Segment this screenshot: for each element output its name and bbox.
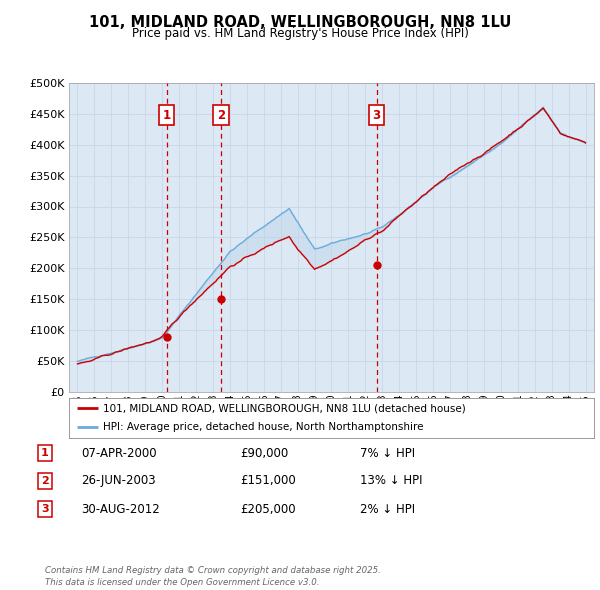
Text: £90,000: £90,000 xyxy=(240,447,288,460)
Text: 1: 1 xyxy=(163,109,171,122)
Text: 101, MIDLAND ROAD, WELLINGBOROUGH, NN8 1LU (detached house): 101, MIDLAND ROAD, WELLINGBOROUGH, NN8 1… xyxy=(103,404,466,414)
Text: 3: 3 xyxy=(373,109,380,122)
Text: 7% ↓ HPI: 7% ↓ HPI xyxy=(360,447,415,460)
Text: 2: 2 xyxy=(217,109,225,122)
Text: Price paid vs. HM Land Registry's House Price Index (HPI): Price paid vs. HM Land Registry's House … xyxy=(131,27,469,40)
Text: £151,000: £151,000 xyxy=(240,474,296,487)
Text: 101, MIDLAND ROAD, WELLINGBOROUGH, NN8 1LU: 101, MIDLAND ROAD, WELLINGBOROUGH, NN8 1… xyxy=(89,15,511,30)
Text: 13% ↓ HPI: 13% ↓ HPI xyxy=(360,474,422,487)
Text: HPI: Average price, detached house, North Northamptonshire: HPI: Average price, detached house, Nort… xyxy=(103,422,424,432)
Text: 30-AUG-2012: 30-AUG-2012 xyxy=(81,503,160,516)
Text: 2: 2 xyxy=(41,476,49,486)
Text: 07-APR-2000: 07-APR-2000 xyxy=(81,447,157,460)
Text: 2% ↓ HPI: 2% ↓ HPI xyxy=(360,503,415,516)
Text: 1: 1 xyxy=(41,448,49,458)
Text: £205,000: £205,000 xyxy=(240,503,296,516)
Text: 3: 3 xyxy=(41,504,49,514)
Text: Contains HM Land Registry data © Crown copyright and database right 2025.
This d: Contains HM Land Registry data © Crown c… xyxy=(45,566,381,587)
Text: 26-JUN-2003: 26-JUN-2003 xyxy=(81,474,155,487)
